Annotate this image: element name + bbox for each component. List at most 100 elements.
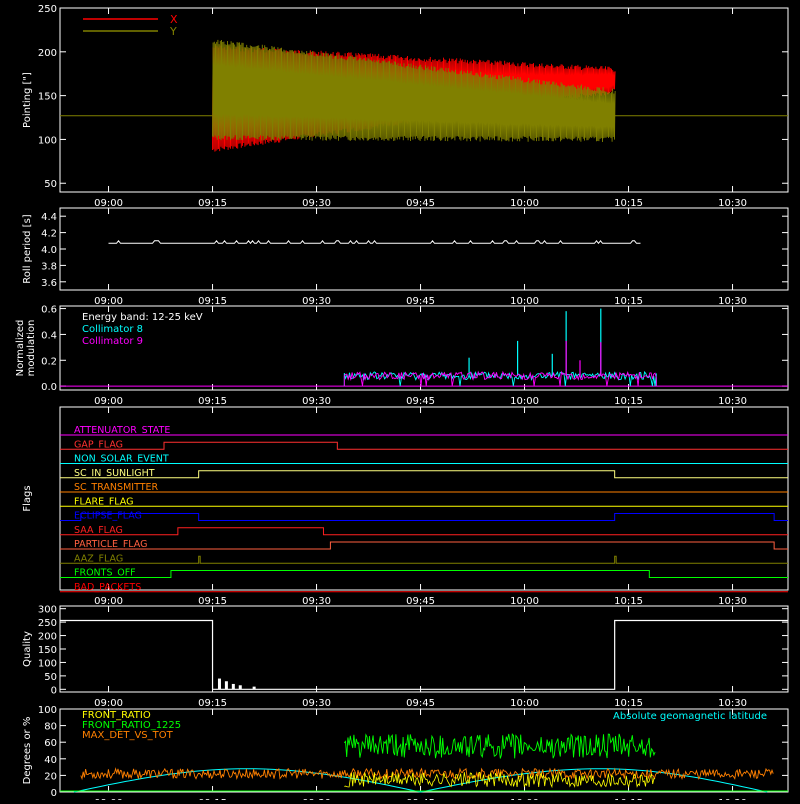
y-tick-label: 4.0 <box>41 245 57 256</box>
y-tick-label: 0.4 <box>41 330 57 341</box>
flag-line-eclipse-flag <box>60 513 788 521</box>
quality-line <box>60 619 788 690</box>
y-axis-label: Roll period [s] <box>22 214 33 283</box>
x-tick-label: 10:15 <box>614 698 643 709</box>
flag-label: ATTENUATOR_STATE <box>74 425 170 436</box>
y-tick-label: 3.8 <box>41 261 57 272</box>
flag-line-saa-flag <box>60 527 788 536</box>
x-tick-label: 10:15 <box>614 596 643 607</box>
y-tick-label: 50 <box>44 179 57 190</box>
x-tick-label: 09:45 <box>406 698 435 709</box>
x-tick-label: 10:00 <box>510 396 539 407</box>
y-tick-label: 4.4 <box>41 212 57 223</box>
x-tick-label: 09:15 <box>198 296 227 307</box>
x-tick-label: 09:00 <box>94 296 123 307</box>
quality-bump <box>231 683 235 690</box>
flag-label: PARTICLE_FLAG <box>74 539 147 550</box>
x-tick-label: 09:15 <box>198 596 227 607</box>
y-tick-label: 80 <box>44 722 57 733</box>
y-tick-label: 3.6 <box>41 278 57 289</box>
y-tick-label: 100 <box>38 135 57 146</box>
x-tick-label: 09:30 <box>302 198 331 209</box>
max-det-vs-tot-line <box>80 767 774 781</box>
x-tick-label: 09:00 <box>94 396 123 407</box>
y-tick-label: 200 <box>38 48 57 59</box>
x-tick-label: 09:30 <box>302 698 331 709</box>
quality-bump <box>224 681 228 690</box>
legend-label-collimator-9: Collimator 9 <box>82 336 143 347</box>
y-axis-label: Pointing ["] <box>22 72 33 128</box>
front-ratio-1225-line <box>343 732 656 759</box>
flag-label: FRONTS_OFF <box>74 568 136 579</box>
y-tick-label: 0.6 <box>41 305 57 316</box>
x-tick-label: 10:15 <box>614 198 643 209</box>
y-tick-label: 150 <box>38 92 57 103</box>
quality-bump <box>238 685 242 690</box>
panel-frame-modulation <box>59 305 789 391</box>
x-tick-label: 09:30 <box>302 296 331 307</box>
panel-frame-flags <box>59 406 789 591</box>
y-tick-label: 0 <box>51 788 57 799</box>
flag-line-fronts-off <box>60 570 788 578</box>
legend-label-front-ratio-1225: FRONT_RATIO_1225 <box>82 720 181 731</box>
x-tick-label: 10:30 <box>718 396 747 407</box>
y-tick-label: 300 <box>38 605 57 616</box>
flag-line-aaz-flag <box>60 555 788 564</box>
x-tick-label: 09:30 <box>302 396 331 407</box>
x-tick-label: 10:00 <box>510 296 539 307</box>
flag-label: ECLIPSE_FLAG <box>74 511 142 522</box>
y-tick-label: 250 <box>38 4 57 15</box>
x-tick-label: 09:30 <box>302 596 331 607</box>
y-tick-label: 20 <box>44 771 57 782</box>
y-axis-label: Flags <box>22 485 33 511</box>
legend-label-y: Y <box>169 25 177 38</box>
y-axis-label: Degrees or % <box>22 717 33 785</box>
y-axis-label: Quality <box>22 631 33 667</box>
y-tick-label: 250 <box>38 618 57 629</box>
legend-label-max-det-vs-tot: MAX_DET_VS_TOT <box>82 730 174 741</box>
x-tick-label: 10:30 <box>718 596 747 607</box>
series-y-line <box>212 39 616 143</box>
y-tick-label: 100 <box>38 658 57 669</box>
y-tick-label: 60 <box>44 738 57 749</box>
panel-frame-lat <box>59 708 789 793</box>
legend-label-front-ratio: FRONT_RATIO <box>82 710 151 721</box>
y-tick-label: 0 <box>51 685 57 696</box>
y-tick-label: 150 <box>38 645 57 656</box>
x-tick-label: 09:15 <box>198 198 227 209</box>
x-tick-label: 10:30 <box>718 698 747 709</box>
x-tick-label: 09:00 <box>94 596 123 607</box>
flag-label: FLARE_FLAG <box>74 496 134 507</box>
x-tick-label: 10:00 <box>510 596 539 607</box>
x-tick-label: 09:45 <box>406 396 435 407</box>
x-tick-label: 09:45 <box>406 198 435 209</box>
legend-label-geomagnetic-latitude: Absolute geomagnetic latitude <box>613 711 767 722</box>
x-tick-label: 10:00 <box>510 698 539 709</box>
flag-line-sc-in-sunlight <box>60 470 788 479</box>
y-tick-label: 40 <box>44 755 57 766</box>
geomagnetic-latitude-line <box>73 768 768 793</box>
x-tick-label: 10:15 <box>614 296 643 307</box>
y-tick-label: 0.2 <box>41 356 57 367</box>
panel-frame-pointing <box>59 7 789 193</box>
y-axis-label: modulation <box>26 320 37 377</box>
x-tick-label: 09:00 <box>94 198 123 209</box>
flag-label: SAA_FLAG <box>74 525 123 536</box>
y-tick-label: 50 <box>44 672 57 683</box>
flag-label: SC_IN_SUNLIGHT <box>74 468 155 479</box>
quality-bump <box>217 678 221 690</box>
x-tick-label: 09:15 <box>198 698 227 709</box>
modulation-series-9 <box>343 370 657 387</box>
flag-label: NON_SOLAR_EVENT <box>74 454 169 465</box>
y-axis-label: Normalized <box>15 320 26 377</box>
flag-label: GAP_FLAG <box>74 439 123 450</box>
y-tick-label: 0.0 <box>41 382 57 393</box>
y-tick-label: 4.2 <box>41 229 57 240</box>
x-tick-label: 09:00 <box>94 698 123 709</box>
front-ratio-line <box>344 771 656 789</box>
roll-period-line <box>108 239 641 245</box>
x-tick-label: 09:15 <box>198 396 227 407</box>
energy-band-label: Energy band: 12-25 keV <box>82 312 203 323</box>
x-tick-label: 10:15 <box>614 396 643 407</box>
